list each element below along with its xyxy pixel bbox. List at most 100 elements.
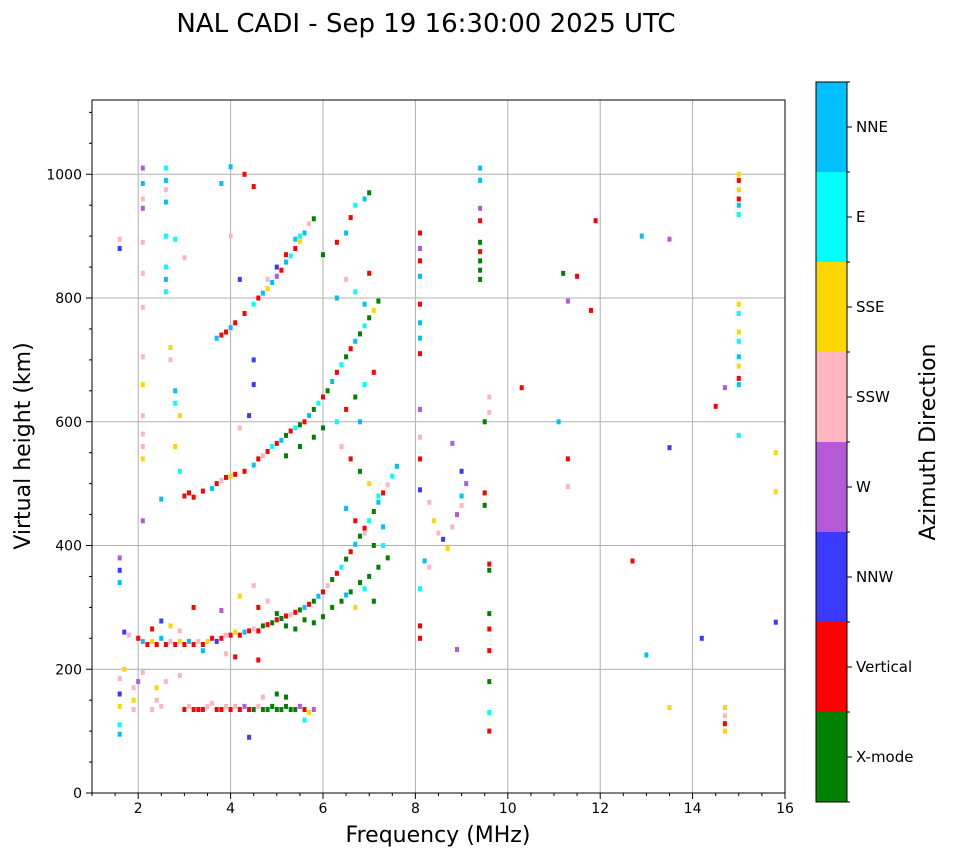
echo-point	[228, 707, 233, 712]
echo-point	[630, 558, 635, 564]
echo-point	[251, 626, 256, 632]
echo-point	[736, 202, 741, 208]
echo-point	[150, 626, 155, 632]
echo-point	[445, 546, 450, 552]
echo-point	[418, 351, 422, 357]
colorbar-tick-label: E	[856, 208, 865, 226]
echo-point	[224, 474, 228, 480]
echo-point	[173, 400, 178, 406]
echo-point	[736, 363, 741, 369]
echo-point	[311, 707, 316, 712]
echo-point	[334, 419, 339, 425]
echo-point	[358, 331, 362, 337]
echo-point	[159, 635, 164, 641]
echo-point	[371, 307, 376, 313]
echo-point	[140, 181, 145, 186]
echo-point	[353, 541, 358, 547]
echo-point	[736, 301, 741, 307]
echo-point	[362, 196, 367, 202]
colorbar-tick-label: SSW	[856, 388, 890, 406]
echo-point	[330, 604, 335, 610]
echo-point	[344, 556, 349, 562]
echo-point	[418, 258, 422, 264]
echo-point	[293, 425, 298, 431]
echo-point	[302, 604, 307, 610]
echo-point	[251, 462, 256, 468]
echo-point	[173, 444, 178, 449]
colorbar-tick-labels: X-mode Vertical NNW W SSW SSE E NNE	[847, 81, 913, 803]
echo-points	[117, 164, 778, 740]
echo-point	[224, 651, 228, 657]
echo-point	[371, 598, 376, 604]
echo-point	[210, 635, 215, 641]
echo-point	[117, 555, 122, 561]
echo-point	[367, 481, 372, 487]
echo-point	[381, 543, 386, 548]
echo-point	[362, 301, 367, 307]
echo-point	[159, 496, 164, 502]
echo-point	[140, 456, 145, 462]
echo-point	[344, 592, 349, 598]
echo-point	[487, 567, 492, 573]
echo-point	[773, 619, 778, 625]
echo-point	[736, 212, 741, 217]
echo-point	[348, 549, 353, 555]
echo-point	[131, 685, 136, 691]
echo-point	[288, 428, 293, 434]
echo-point	[219, 332, 224, 338]
echo-point	[242, 171, 247, 177]
echo-point	[418, 320, 422, 326]
echo-point	[214, 638, 219, 644]
echo-point	[348, 589, 353, 595]
echo-point	[228, 233, 233, 239]
echo-point	[168, 638, 173, 644]
y-tick-label: 800	[55, 291, 82, 307]
echo-point	[136, 679, 141, 685]
echo-point	[418, 230, 422, 236]
echo-point	[699, 635, 704, 641]
echo-point	[297, 422, 302, 428]
echo-point	[284, 623, 288, 629]
echo-point	[348, 456, 353, 462]
echo-point	[219, 608, 224, 613]
echo-point	[251, 707, 256, 712]
echo-point	[242, 703, 247, 709]
echo-point	[431, 518, 436, 524]
echo-point	[117, 691, 122, 697]
echo-point	[270, 280, 275, 285]
echo-point	[242, 629, 247, 635]
echo-point	[196, 707, 201, 712]
echo-point	[177, 628, 182, 634]
echo-point	[233, 654, 238, 660]
echo-point	[279, 707, 284, 712]
echo-point	[140, 382, 145, 388]
echo-point	[344, 505, 349, 511]
echo-point	[219, 478, 224, 483]
echo-point	[297, 703, 302, 709]
echo-point	[293, 246, 298, 251]
echo-point	[145, 642, 150, 647]
echo-point	[163, 165, 168, 171]
echo-point	[302, 617, 307, 623]
echo-point	[270, 620, 275, 626]
echo-point	[173, 388, 178, 394]
echo-point	[122, 666, 127, 672]
echo-point	[418, 335, 422, 341]
echo-point	[307, 601, 312, 607]
echo-point	[371, 509, 376, 514]
echo-point	[418, 456, 422, 462]
echo-point	[487, 561, 492, 567]
echo-point	[274, 611, 279, 617]
echo-point	[256, 456, 261, 462]
echo-point	[353, 518, 358, 524]
echo-point	[482, 490, 487, 496]
echo-point	[274, 264, 279, 270]
echo-point	[168, 623, 173, 629]
echo-point	[302, 707, 307, 712]
echo-point	[367, 573, 372, 579]
echo-point	[344, 276, 349, 282]
echo-point	[478, 177, 483, 183]
echo-point	[187, 703, 191, 709]
echo-point	[265, 448, 270, 454]
